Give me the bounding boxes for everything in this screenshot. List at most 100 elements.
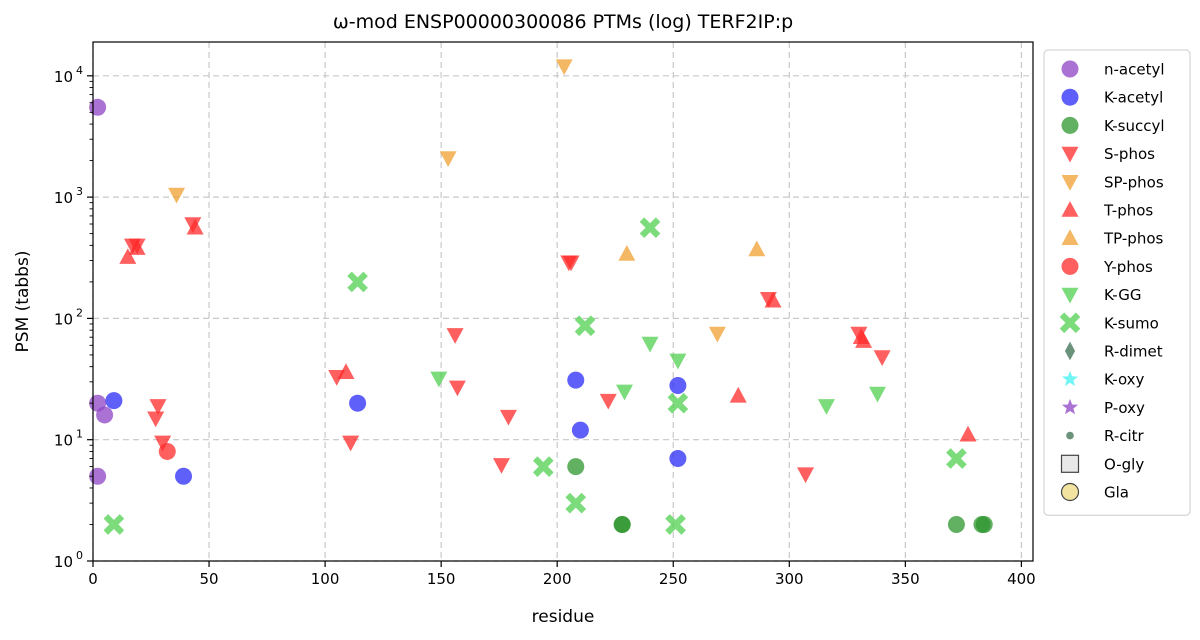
legend-label: S-phos [1104, 145, 1155, 163]
legend-item-sp-phos: SP-phos [1061, 173, 1164, 191]
legend-label: K-oxy [1104, 371, 1145, 389]
y-tick-exponent: 2 [76, 306, 83, 319]
legend-label: Gla [1104, 484, 1129, 502]
point-k-succyl [975, 515, 993, 533]
point-k-sumo [532, 456, 554, 477]
x-tick-label: 250 [659, 570, 688, 588]
point-sp-phos [168, 187, 186, 204]
legend-marker-r-citr [1066, 431, 1074, 440]
legend-label: T-phos [1103, 202, 1153, 220]
point-k-gg [616, 384, 634, 401]
legend-marker-n-acetyl [1061, 60, 1079, 78]
point-n-acetyl [89, 98, 107, 116]
point-t-phos [764, 291, 782, 308]
data-points [89, 59, 993, 535]
point-k-sumo [639, 217, 661, 238]
point-t-phos [186, 218, 204, 235]
point-k-succyl [947, 515, 965, 533]
y-axis-label: PSM (tabbs) [13, 251, 33, 353]
legend-marker-tp-phos [1061, 229, 1079, 245]
legend-label: K-acetyl [1104, 89, 1163, 107]
point-k-acetyl [175, 467, 193, 485]
legend-item-tp-phos: TP-phos [1061, 229, 1163, 248]
y-tick-exponent: 4 [76, 64, 83, 77]
point-t-phos [959, 425, 977, 442]
legend-marker-k-oxy [1061, 370, 1079, 387]
point-k-succyl [567, 458, 585, 476]
point-s-phos [448, 380, 466, 397]
chart-title: ω-mod ENSP00000300086 PTMs (log) TERF2IP… [333, 11, 793, 33]
point-k-acetyl [349, 394, 367, 412]
point-s-phos [147, 411, 165, 428]
legend-marker-r-dimet [1064, 341, 1076, 361]
legend-label: SP-phos [1104, 173, 1164, 191]
point-tp-phos [618, 245, 636, 261]
y-tick-exponent: 3 [76, 185, 83, 198]
x-tick-label: 50 [200, 570, 219, 588]
point-k-gg [868, 386, 886, 403]
point-k-sumo [565, 492, 587, 514]
point-s-phos [446, 328, 464, 344]
point-k-gg [430, 371, 448, 388]
point-k-sumo [347, 271, 368, 293]
legend-label: K-sumo [1104, 314, 1159, 332]
legend-label: R-dimet [1104, 343, 1163, 361]
point-s-phos [562, 255, 580, 272]
point-k-gg [817, 399, 835, 415]
point-k-gg [669, 353, 687, 370]
point-k-sumo [665, 514, 686, 535]
point-k-acetyl [571, 421, 589, 439]
legend-marker-o-gly [1060, 454, 1080, 473]
point-s-phos [492, 458, 510, 474]
point-tp-phos [748, 240, 766, 257]
legend-item-k-gg: K-GG [1061, 286, 1141, 304]
legend-label: K-succyl [1104, 117, 1165, 135]
legend-marker-k-succyl [1061, 116, 1079, 134]
point-s-phos [149, 399, 167, 415]
grid [92, 42, 1033, 562]
point-sp-phos [555, 59, 573, 76]
legend-marker-k-sumo [1059, 312, 1081, 334]
legend-item-s-phos: S-phos [1061, 145, 1155, 163]
point-y-phos [158, 442, 176, 460]
x-axis-label: residue [532, 607, 595, 627]
legend-label: R-citr [1104, 427, 1145, 445]
legend-item-o-gly: O-gly [1060, 454, 1144, 473]
legend-label: O-gly [1104, 455, 1144, 473]
legend-marker-s-phos [1061, 146, 1079, 163]
y-tick-label: 10 [54, 553, 73, 571]
legend-item-r-citr: R-citr [1066, 427, 1145, 445]
point-n-acetyl [96, 406, 114, 424]
legend-item-n-acetyl: n-acetyl [1061, 60, 1165, 79]
x-tick-label: 100 [311, 570, 340, 588]
legend-label: K-GG [1104, 286, 1141, 304]
point-k-sumo [574, 315, 596, 337]
point-t-phos [337, 363, 355, 380]
y-tick-label: 10 [54, 310, 73, 328]
legend-item-k-acetyl: K-acetyl [1061, 88, 1163, 107]
legend-label: TP-phos [1103, 230, 1163, 248]
y-tick-label: 10 [54, 189, 73, 207]
point-k-acetyl [105, 392, 123, 410]
point-k-gg [641, 336, 659, 353]
legend-item-k-succyl: K-succyl [1061, 116, 1165, 135]
point-t-phos [128, 239, 146, 255]
point-s-phos [599, 393, 617, 410]
legend-item-p-oxy: P-oxy [1061, 398, 1145, 417]
x-tick-label: 300 [775, 570, 804, 588]
point-k-sumo [667, 392, 689, 414]
x-tick-label: 200 [543, 570, 572, 588]
legend-item-k-sumo: K-sumo [1059, 312, 1159, 334]
point-t-phos [729, 386, 747, 403]
legend-marker-t-phos [1061, 201, 1079, 217]
point-sp-phos [439, 151, 457, 167]
legend-marker-y-phos [1061, 257, 1079, 275]
legend-item-t-phos: T-phos [1061, 201, 1153, 220]
point-s-phos [342, 435, 360, 452]
legend-marker-gla [1060, 482, 1080, 502]
legend-item-r-dimet: R-dimet [1064, 341, 1163, 361]
legend-item-k-oxy: K-oxy [1061, 370, 1145, 389]
legend-marker-p-oxy [1061, 398, 1079, 415]
point-k-succyl [613, 515, 631, 533]
